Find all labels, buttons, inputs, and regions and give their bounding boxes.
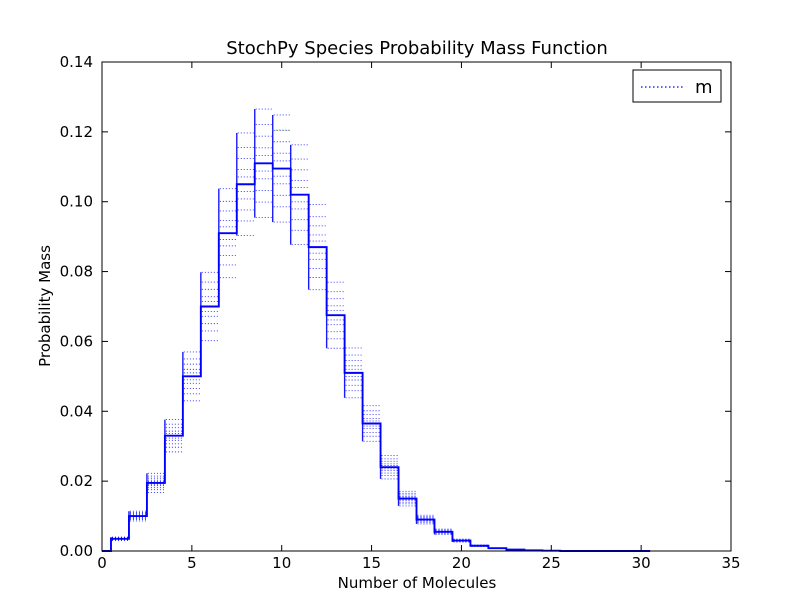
pmf-step-line	[102, 162, 651, 552]
series-layer	[102, 108, 651, 552]
x-tick-label: 25	[542, 554, 561, 572]
y-tick-label: 0.14	[60, 53, 93, 71]
legend-series-label: m	[695, 77, 713, 98]
y-tick-label: 0.08	[60, 263, 93, 281]
y-tick-label: 0.06	[60, 332, 93, 350]
plot-area	[102, 62, 731, 551]
legend-box	[632, 69, 722, 103]
x-axis-label: Number of Molecules	[338, 574, 497, 592]
x-tick-label: 10	[272, 554, 291, 572]
y-tick-label: 0.00	[60, 542, 93, 560]
chart-title: StochPy Species Probability Mass Functio…	[226, 38, 608, 59]
y-axis-label: Probability Mass	[36, 245, 54, 367]
x-tick-label: 35	[721, 554, 740, 572]
x-tick-label: 15	[362, 554, 381, 572]
legend: m	[632, 69, 722, 103]
tick-layer: 0 5 10 15 20 25 30 35 0.00 0.02 0.04 0.06 0.08 0.10 0.…	[60, 53, 741, 572]
y-tick-label: 0.10	[60, 193, 93, 211]
x-tick-label: 5	[187, 554, 197, 572]
y-tick-label: 0.02	[60, 472, 93, 490]
y-tick-label: 0.04	[60, 402, 93, 420]
x-tick-label: 20	[452, 554, 471, 572]
x-tick-label: 30	[632, 554, 651, 572]
y-tick-label: 0.12	[60, 123, 93, 141]
plot-frame	[101, 61, 732, 552]
x-tick-label: 0	[97, 554, 107, 572]
